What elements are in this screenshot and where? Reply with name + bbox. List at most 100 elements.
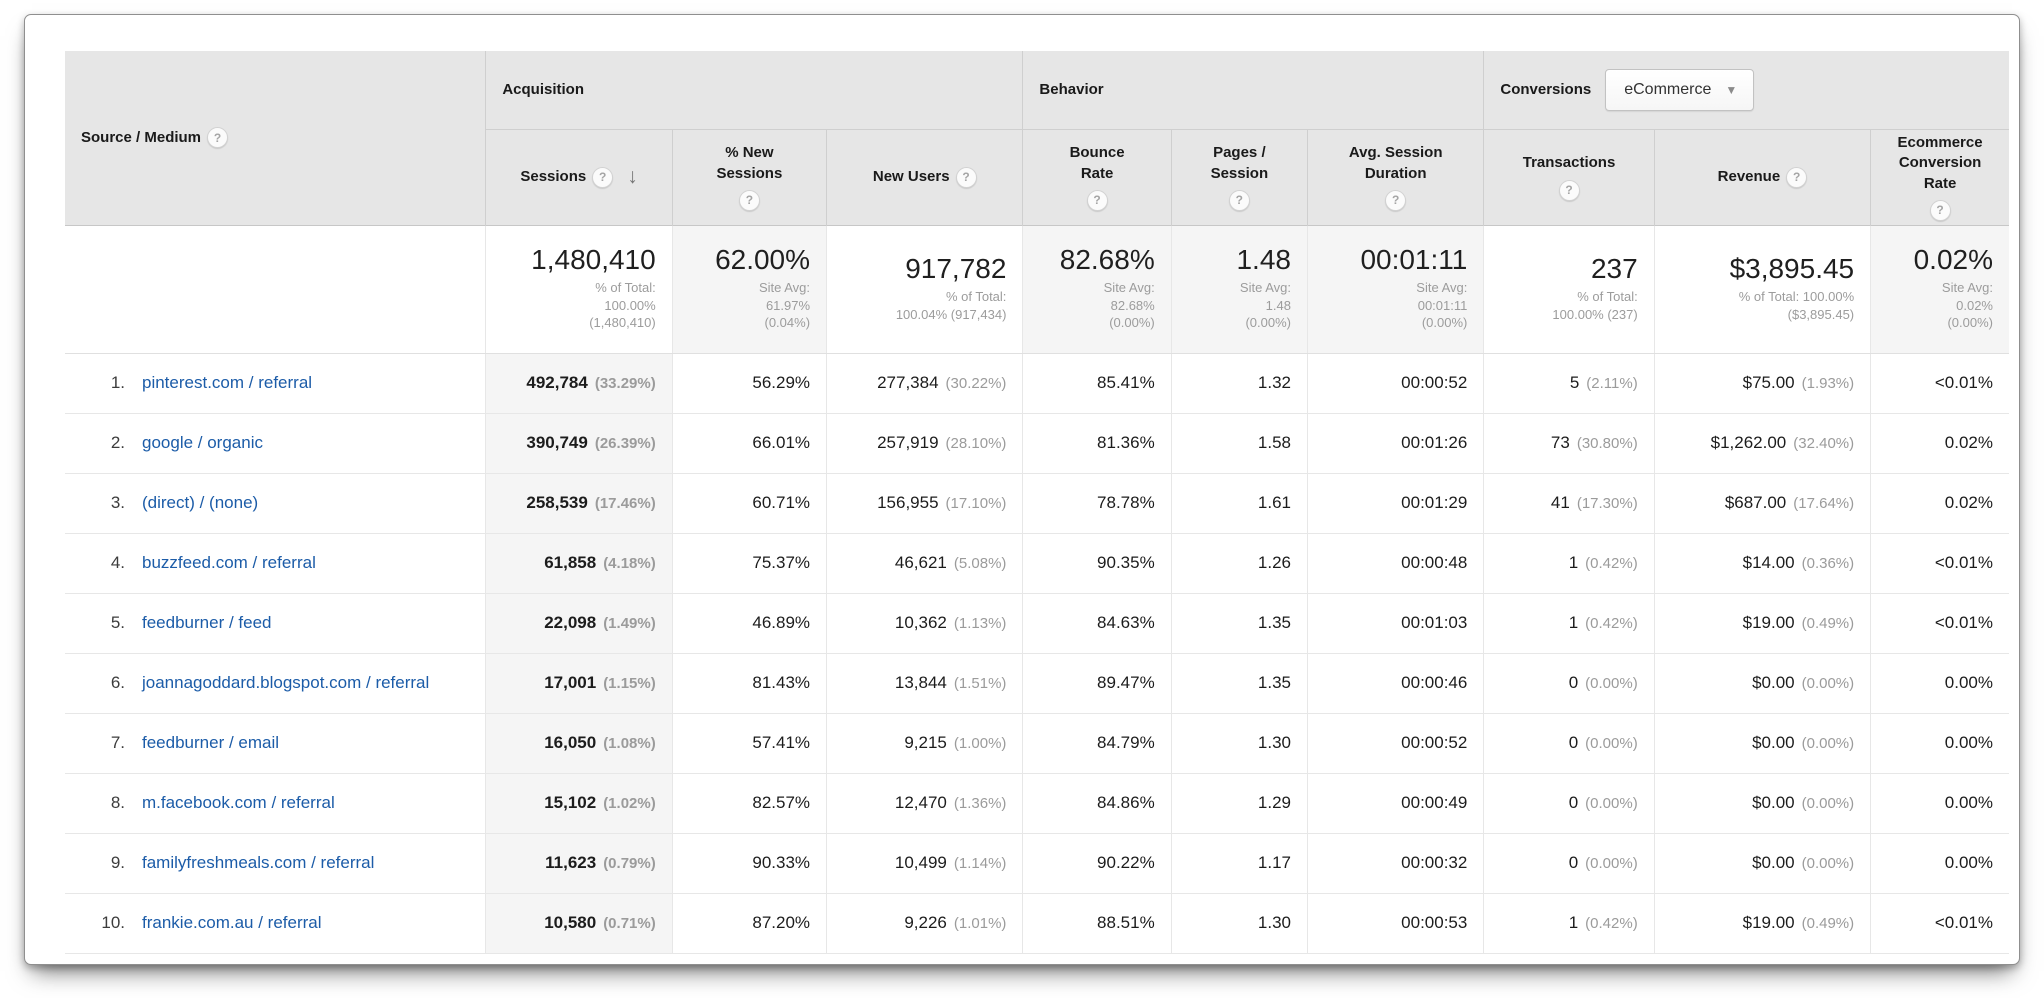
cell-pages_session: 1.35	[1170, 593, 1308, 653]
column-header-sessions[interactable]: Sessions ? ↓	[485, 128, 673, 225]
table-row: 10. frankie.com.au / referral 10,580 (0.71%…	[65, 893, 2009, 953]
cell-bounce_rate: 84.63%	[1022, 593, 1172, 653]
cell-sessions: 258,539 (17.46%)	[485, 473, 673, 533]
source-medium-link[interactable]: feedburner / email	[142, 732, 280, 752]
help-icon[interactable]: ?	[207, 127, 229, 149]
source-medium-link[interactable]: pinterest.com / referral	[142, 372, 313, 392]
cell-revenue: $19.00 (0.49%)	[1653, 593, 1871, 653]
cell-pct_new_sessions: 66.01%	[671, 413, 827, 473]
cell-avg_session_duration: 00:00:52	[1306, 353, 1484, 413]
cell-pages_session: 1.29	[1170, 773, 1308, 833]
cell-sessions: 16,050 (1.08%)	[485, 713, 673, 773]
cell-pages_session: 1.61	[1170, 473, 1308, 533]
source-medium-link[interactable]: familyfreshmeals.com / referral	[142, 852, 375, 872]
totals-row-label-cell	[65, 225, 486, 354]
source-medium-link[interactable]: m.facebook.com / referral	[142, 792, 335, 812]
cell-sessions: 17,001 (1.15%)	[485, 653, 673, 713]
source-medium-link[interactable]: buzzfeed.com / referral	[142, 552, 316, 572]
cell-transactions: 41 (17.30%)	[1483, 473, 1655, 533]
row-rank: 9.	[110, 853, 125, 872]
source-medium-link[interactable]: google / organic	[142, 432, 263, 452]
source-medium-header-label: Source / Medium	[81, 128, 202, 146]
table-row: 9. familyfreshmeals.com / referral 11,623(…	[65, 833, 2009, 893]
help-icon[interactable]: ?	[1558, 179, 1580, 201]
cell-pct_new_sessions: 46.89%	[671, 593, 827, 653]
column-header-pct-new-sessions[interactable]: % New Sessions ?	[671, 128, 827, 225]
row-rank: 2.	[110, 433, 125, 452]
cell-transactions: 1 (0.42%)	[1483, 893, 1655, 953]
cell-revenue: $687.00 (17.64%)	[1653, 473, 1871, 533]
help-icon[interactable]: ?	[955, 166, 977, 188]
cell-ecommerce_conversion_rate: 0.02%	[1870, 473, 2009, 533]
column-header-pages-session[interactable]: Pages / Session ?	[1170, 128, 1308, 225]
column-header-bounce-rate[interactable]: Bounce Rate ?	[1022, 128, 1172, 225]
cell-pct_new_sessions: 87.20%	[671, 893, 827, 953]
cell-avg_session_duration: 00:00:32	[1306, 833, 1484, 893]
cell-ecommerce_conversion_rate: <0.01%	[1870, 533, 2009, 593]
help-icon[interactable]: ?	[1086, 189, 1108, 211]
totals-transactions: 237% of Total: 100.00% (237)	[1483, 225, 1655, 354]
sort-descending-icon[interactable]: ↓	[627, 164, 638, 188]
cell-new_users: 46,621 (5.08%)	[826, 533, 1023, 593]
cell-pages_session: 1.30	[1170, 713, 1308, 773]
cell-avg_session_duration: 00:00:48	[1306, 533, 1484, 593]
cell-pct_new_sessions: 60.71%	[671, 473, 827, 533]
help-icon[interactable]: ?	[1228, 189, 1250, 211]
cell-transactions: 0 (0.00%)	[1483, 653, 1655, 713]
help-icon[interactable]: ?	[1385, 189, 1407, 211]
totals-new_users: 917,782% of Total: 100.04% (917,434)	[826, 225, 1023, 354]
cell-new_users: 257,919 (28.10%)	[826, 413, 1023, 473]
source-medium-link[interactable]: joannagoddard.blogspot.com / referral	[142, 672, 430, 692]
help-icon[interactable]: ?	[592, 166, 614, 188]
cell-pages_session: 1.58	[1170, 413, 1308, 473]
source-medium-link[interactable]: feedburner / feed	[142, 612, 272, 632]
totals-row: 1,480,410% of Total: 100.00% (1,480,410) 62…	[65, 225, 2009, 354]
cell-revenue: $75.00 (1.93%)	[1653, 353, 1871, 413]
cell-bounce_rate: 90.22%	[1022, 833, 1172, 893]
cell-ecommerce_conversion_rate: <0.01%	[1870, 593, 2009, 653]
cell-pages_session: 1.17	[1170, 833, 1308, 893]
column-header-ecommerce-conversion-rate[interactable]: Ecommerce Conversion Rate ?	[1870, 128, 2009, 225]
table-row: 1. pinterest.com / referral 492,784 (33.29%…	[65, 353, 2009, 413]
column-header-transactions[interactable]: Transactions ?	[1483, 128, 1655, 225]
cell-bounce_rate: 85.41%	[1022, 353, 1172, 413]
table-row: 4. buzzfeed.com / referral 61,858 (4.18%) 75…	[65, 533, 2009, 593]
conversions-goal-selector-value: eCommerce	[1624, 80, 1712, 98]
column-header-revenue[interactable]: Revenue ?	[1653, 128, 1871, 225]
cell-source-medium: 5. feedburner / feed	[65, 593, 486, 653]
cell-source-medium: 4. buzzfeed.com / referral	[65, 533, 486, 593]
help-icon[interactable]: ?	[738, 189, 760, 211]
cell-revenue: $14.00 (0.36%)	[1653, 533, 1871, 593]
cell-sessions: 492,784 (33.29%)	[485, 353, 673, 413]
cell-ecommerce_conversion_rate: <0.01%	[1870, 893, 2009, 953]
cell-new_users: 277,384 (30.22%)	[826, 353, 1023, 413]
cell-transactions: 0 (0.00%)	[1483, 713, 1655, 773]
help-icon[interactable]: ?	[1929, 199, 1951, 221]
conversions-goal-selector[interactable]: eCommerce ▼	[1605, 68, 1755, 111]
cell-pages_session: 1.35	[1170, 653, 1308, 713]
cell-pct_new_sessions: 57.41%	[671, 713, 827, 773]
table-row: 3. (direct) / (none) 258,539 (17.46%) 60.71%…	[65, 473, 2009, 533]
source-medium-link[interactable]: frankie.com.au / referral	[142, 912, 322, 932]
cell-ecommerce_conversion_rate: <0.01%	[1870, 353, 2009, 413]
column-header-avg-session-duration[interactable]: Avg. Session Duration ?	[1306, 128, 1484, 225]
cell-new_users: 9,226 (1.01%)	[826, 893, 1023, 953]
cell-transactions: 1 (0.42%)	[1483, 533, 1655, 593]
cell-bounce_rate: 78.78%	[1022, 473, 1172, 533]
cell-revenue: $0.00 (0.00%)	[1653, 713, 1871, 773]
source-medium-header[interactable]: Source / Medium ?	[65, 51, 487, 225]
column-header-new-users[interactable]: New Users ?	[826, 128, 1023, 225]
cell-pct_new_sessions: 81.43%	[671, 653, 827, 713]
row-rank: 5.	[110, 613, 125, 632]
group-header-behavior: Behavior	[1022, 51, 1484, 129]
cell-source-medium: 7. feedburner / email	[65, 713, 486, 773]
cell-source-medium: 8. m.facebook.com / referral	[65, 773, 486, 833]
cell-sessions: 11,623 (0.79%)	[485, 833, 673, 893]
cell-avg_session_duration: 00:00:49	[1306, 773, 1484, 833]
cell-sessions: 61,858 (4.18%)	[485, 533, 673, 593]
cell-sessions: 15,102 (1.02%)	[485, 773, 673, 833]
help-icon[interactable]: ?	[1786, 166, 1808, 188]
totals-avg_session_duration: 00:01:11 Site Avg: 00:01:11 (0.00%)	[1306, 225, 1484, 354]
source-medium-link[interactable]: (direct) / (none)	[142, 492, 259, 512]
totals-revenue: $3,895.45% of Total: 100.00% ($3,895.45)	[1653, 225, 1871, 354]
